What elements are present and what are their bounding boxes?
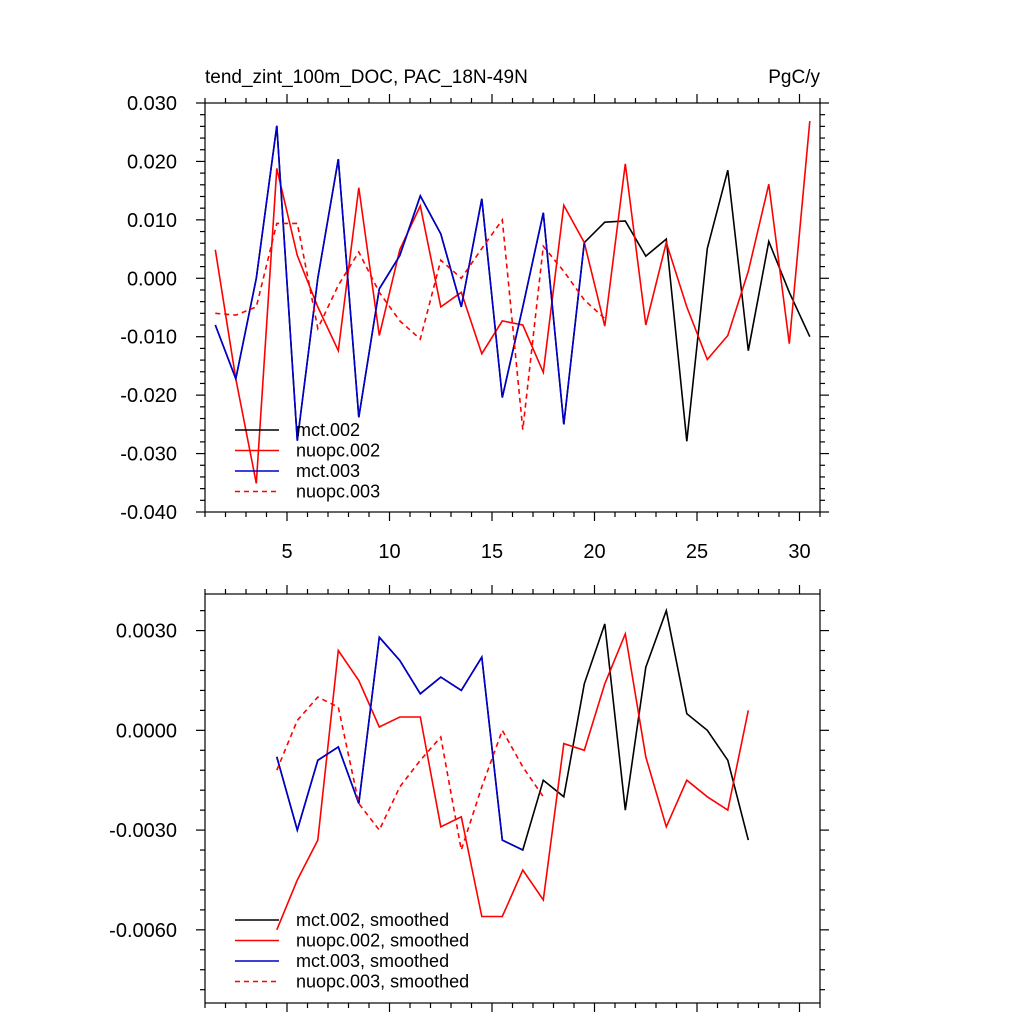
series-line-nuopc-002 (214, 121, 811, 484)
y-tick-label: -0.0030 (109, 820, 177, 842)
series-line-mct-003 (214, 125, 586, 441)
x-tick-label: 10 (378, 541, 400, 563)
y-tick-label: 0.000 (127, 268, 177, 290)
x-tick-label: 20 (583, 541, 605, 563)
y-tick-label: 0.0030 (116, 621, 177, 643)
units-label: PgC/y (768, 67, 820, 88)
legend-label: nuopc.002 (296, 441, 380, 461)
y-tick-label: -0.040 (120, 502, 177, 524)
legend-label: mct.002 (296, 420, 360, 440)
legend-label: mct.003, smoothed (296, 951, 449, 971)
x-tick-label: 15 (481, 541, 503, 563)
legend-label: nuopc.003, smoothed (296, 972, 469, 992)
y-tick-label: 0.0000 (116, 720, 177, 742)
y-tick-label: 0.010 (127, 210, 177, 232)
y-tick-label: -0.010 (120, 327, 177, 349)
series-line-mct-003-smoothed (276, 635, 524, 851)
y-tick-label: -0.020 (120, 385, 177, 407)
legend-label: mct.003 (296, 461, 360, 481)
series-line-mct-002-smoothed (276, 607, 750, 852)
series-line-nuopc-002-smoothed (276, 630, 750, 931)
y-tick-label: 0.020 (127, 151, 177, 173)
y-tick-label: 0.030 (127, 93, 177, 115)
series-line-mct-002 (214, 125, 811, 442)
y-tick-label: -0.030 (120, 444, 177, 466)
x-tick-label: 25 (686, 541, 708, 563)
legend-label: mct.002, smoothed (296, 910, 449, 930)
y-tick-label: -0.0060 (109, 920, 177, 942)
x-tick-label: 30 (788, 541, 810, 563)
chart-title: tend_zint_100m_DOC, PAC_18N-49N (205, 67, 528, 88)
legend-label: nuopc.002, smoothed (296, 931, 469, 951)
legend-label: nuopc.003 (296, 482, 380, 502)
panel-2: -0.0060 -0.0030 0.0000 0.0030 mct.002, smoot… (109, 585, 829, 1012)
series-line-nuopc-003-smoothed (276, 696, 544, 851)
x-tick-label: 5 (281, 541, 292, 563)
panel-1: 5 10 15 20 25 30 -0.040 -0.030 -0.020 -0.010 0.000… (120, 93, 829, 563)
